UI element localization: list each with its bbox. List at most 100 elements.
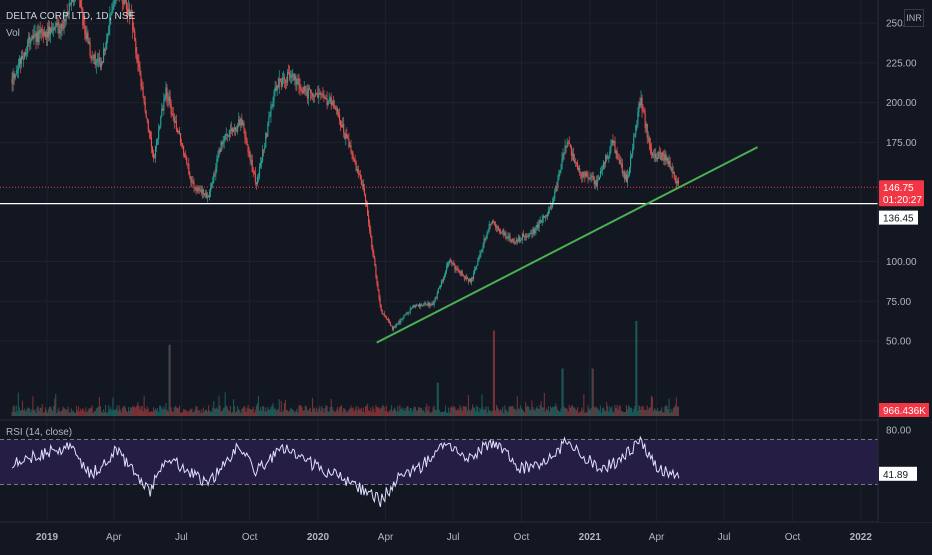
volume-bar bbox=[665, 405, 667, 416]
volume-bar bbox=[525, 402, 527, 416]
trend-line[interactable] bbox=[376, 146, 759, 344]
candle-body bbox=[189, 173, 191, 177]
candle-body bbox=[540, 220, 542, 223]
volume-bar bbox=[60, 411, 62, 416]
volume-bar bbox=[110, 407, 112, 416]
candle-body bbox=[67, 13, 69, 15]
volume-bar bbox=[52, 410, 54, 416]
volume-bar bbox=[280, 400, 282, 416]
volume-bar bbox=[122, 406, 124, 416]
volume-bar bbox=[476, 405, 478, 416]
volume-bar bbox=[608, 411, 610, 416]
volume-bar bbox=[616, 405, 618, 416]
rsi-label[interactable]: RSI (14, close) bbox=[6, 427, 73, 438]
candle-body bbox=[422, 304, 424, 306]
volume-bar bbox=[256, 403, 258, 416]
candle-body bbox=[461, 271, 463, 275]
volume-bar bbox=[182, 411, 184, 416]
volume-bar bbox=[576, 410, 578, 416]
time-axis[interactable]: 2019 Apr Jul Oct 2020 Apr Jul Oct 2021 Apr Jul Oct 2… bbox=[36, 532, 872, 543]
volume-bar bbox=[630, 407, 632, 416]
symbol-title[interactable]: DELTA CORP LTD, 1D, NSE bbox=[6, 11, 136, 22]
volume-bar bbox=[537, 408, 539, 416]
volume-bar bbox=[179, 412, 182, 416]
volume-bar bbox=[268, 409, 270, 416]
volume-bar bbox=[578, 412, 580, 416]
candle-body bbox=[672, 171, 674, 173]
volume-bar bbox=[457, 408, 459, 416]
volume-bar bbox=[48, 406, 51, 416]
candle-body bbox=[478, 257, 480, 262]
volume-bar bbox=[626, 409, 629, 416]
volume-bar bbox=[463, 406, 465, 416]
candle-body bbox=[415, 304, 418, 306]
candle-body bbox=[431, 303, 433, 305]
price-tick: 225.00 bbox=[886, 58, 917, 69]
candle-body bbox=[298, 78, 300, 87]
candle-body bbox=[25, 52, 27, 55]
volume-bar bbox=[12, 406, 14, 416]
candle-body bbox=[581, 173, 583, 178]
candle-body bbox=[476, 265, 478, 267]
candle-body bbox=[352, 153, 354, 159]
candle-body bbox=[570, 147, 572, 156]
volume-bar bbox=[599, 405, 602, 416]
volume-bar bbox=[430, 412, 432, 416]
volume-bar bbox=[250, 409, 252, 416]
candle-body bbox=[629, 167, 631, 175]
volume-bar bbox=[108, 405, 110, 416]
candle-body bbox=[231, 128, 234, 132]
volume-bar bbox=[550, 406, 552, 416]
candle-body bbox=[297, 78, 299, 81]
volume-bar bbox=[417, 407, 420, 416]
candle-body bbox=[295, 75, 297, 85]
candle-body bbox=[396, 323, 398, 326]
volume-bar bbox=[176, 407, 178, 416]
volume-bar bbox=[156, 410, 158, 416]
candle-body bbox=[343, 124, 345, 133]
volume-bar bbox=[639, 406, 641, 416]
candle-body bbox=[121, 0, 123, 2]
candle-body bbox=[520, 239, 523, 241]
candle-body bbox=[16, 70, 18, 74]
volume-bar bbox=[486, 412, 488, 416]
volume-bar bbox=[642, 405, 644, 416]
volume-bar bbox=[469, 411, 472, 416]
volume-bar bbox=[222, 408, 224, 416]
volume-bar bbox=[247, 405, 249, 416]
candle-body bbox=[421, 304, 423, 307]
volume-bar bbox=[366, 406, 368, 416]
candle-body bbox=[534, 230, 536, 234]
volume-bar bbox=[499, 411, 501, 416]
volume-bar bbox=[321, 406, 323, 416]
volume-bar bbox=[220, 411, 222, 416]
candle-body bbox=[616, 150, 618, 159]
volume-bar bbox=[238, 409, 240, 416]
volume-bar bbox=[568, 405, 570, 416]
candle-body bbox=[571, 153, 573, 156]
volume-bar bbox=[359, 409, 361, 416]
candle-body bbox=[218, 149, 220, 157]
volume-bar bbox=[29, 408, 31, 416]
volume-bar bbox=[571, 405, 573, 416]
price-axis[interactable]: 300.00275.00250.00225.00200.00175.00100.… bbox=[877, 0, 932, 522]
volume-bar bbox=[385, 405, 387, 416]
candle-body bbox=[677, 180, 679, 184]
volume-bar bbox=[456, 410, 458, 416]
candle-body bbox=[206, 196, 209, 198]
candle-body bbox=[91, 56, 93, 59]
volume-bar bbox=[477, 406, 479, 416]
volume-bar bbox=[200, 409, 202, 416]
volume-bar bbox=[18, 407, 20, 416]
currency-badge[interactable]: INR bbox=[904, 9, 924, 27]
volume-label[interactable]: Vol bbox=[6, 28, 20, 39]
volume-bar bbox=[162, 409, 164, 416]
volume-bar bbox=[147, 408, 149, 416]
time-tick: Oct bbox=[514, 532, 530, 543]
volume-bar bbox=[617, 409, 619, 416]
candle-body bbox=[267, 124, 269, 137]
volume-bar bbox=[495, 405, 498, 416]
candle-body bbox=[531, 232, 533, 234]
